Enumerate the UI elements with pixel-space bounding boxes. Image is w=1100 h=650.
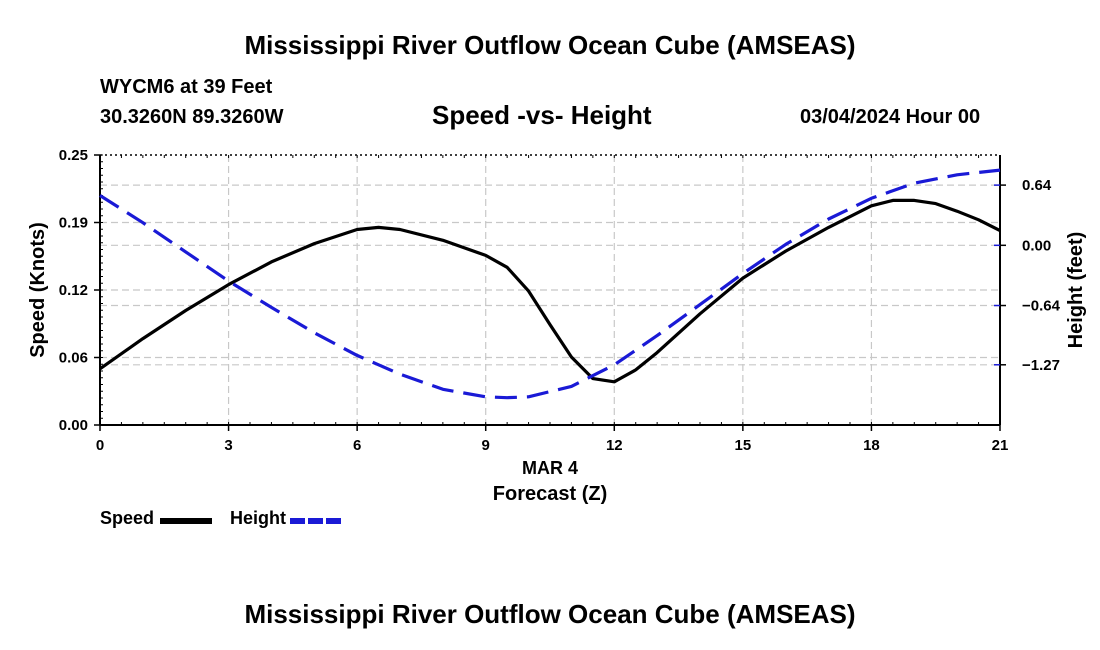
y-left-axis-label: Speed (Knots) <box>27 222 49 358</box>
x-tick-label: 15 <box>735 437 752 454</box>
x-tick-label: 0 <box>96 437 104 454</box>
page-title-repeat: Mississippi River Outflow Ocean Cube (AM… <box>244 599 856 629</box>
y-right-tick-label: 0.00 <box>1022 237 1051 254</box>
y-right-axis-label: Height (feet) <box>1065 232 1087 349</box>
series-line-height <box>99 168 1001 400</box>
x-tick-label: 3 <box>224 437 232 454</box>
x-date-label: MAR 4 <box>522 458 578 478</box>
legend-height-swatch <box>290 518 342 524</box>
station-label: WYCM6 at 39 Feet <box>100 76 273 98</box>
y-right-tick-label: −0.64 <box>1022 298 1061 315</box>
legend-speed-label: Speed <box>100 508 155 528</box>
x-tick-label: 6 <box>353 437 361 454</box>
y-left-tick-label: 0.25 <box>59 147 88 164</box>
x-tick-label: 21 <box>992 437 1009 454</box>
x-tick-label: 18 <box>863 437 880 454</box>
y-left-tick-label: 0.06 <box>59 350 88 367</box>
y-right-tick-label: 0.64 <box>1022 177 1052 194</box>
x-axis-label: Forecast (Z) <box>493 483 607 505</box>
legend-speed-swatch <box>160 518 212 524</box>
y-right-tick-label: −1.27 <box>1022 357 1060 374</box>
legend-height-label: Height <box>230 508 286 528</box>
x-tick-label: 12 <box>606 437 623 454</box>
chart-subtitle: Speed -vs- Height <box>432 100 652 130</box>
x-tick-label: 9 <box>482 437 490 454</box>
y-left-tick-label: 0.12 <box>59 282 88 299</box>
page-title: Mississippi River Outflow Ocean Cube (AM… <box>244 30 856 60</box>
coordinates-label: 30.3260N 89.3260W <box>100 106 284 128</box>
forecast-datetime: 03/04/2024 Hour 00 <box>800 106 981 128</box>
series-line-speed <box>99 198 1001 384</box>
y-left-tick-label: 0.19 <box>59 215 88 232</box>
y-left-tick-label: 0.00 <box>59 417 88 434</box>
